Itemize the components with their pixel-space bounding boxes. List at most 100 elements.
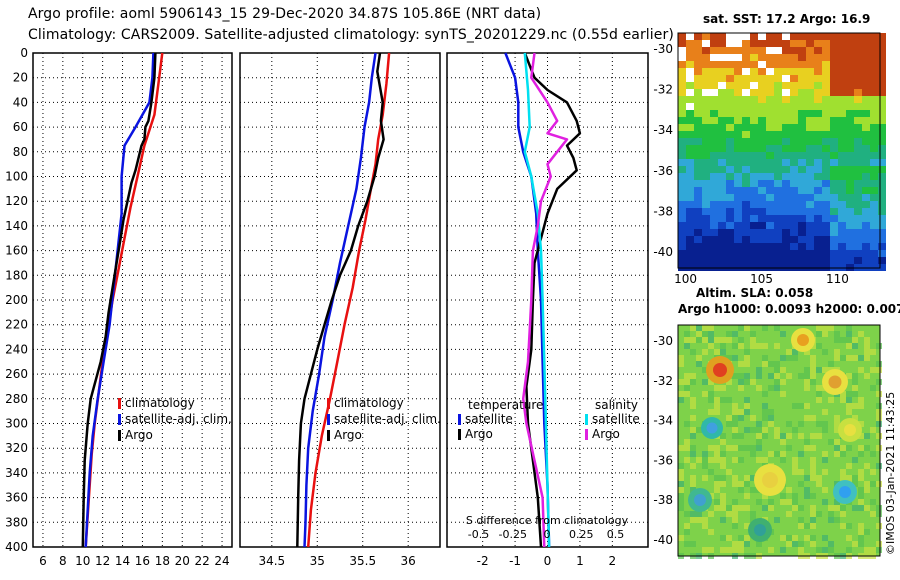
sst-cell xyxy=(814,131,822,138)
sla-cell xyxy=(720,385,726,391)
sst-cell xyxy=(734,229,742,236)
x-tick-label: 35.5 xyxy=(349,554,376,568)
sst-cell xyxy=(798,75,806,82)
sla-cell xyxy=(720,337,726,343)
sla-cell xyxy=(696,517,702,523)
sst-cell xyxy=(678,82,686,89)
sla-y-tick-label: -34 xyxy=(653,414,673,428)
sst-cell xyxy=(846,131,854,138)
sst-cell xyxy=(718,117,726,124)
sst-cell xyxy=(774,75,782,82)
sst-cell xyxy=(718,54,726,61)
sla-cell xyxy=(804,349,810,355)
sst-cell xyxy=(726,40,734,47)
sst-cell xyxy=(782,243,790,250)
sla-cell xyxy=(684,421,690,427)
sst-cell xyxy=(686,180,694,187)
sst-cell xyxy=(702,201,710,208)
depth-tick-label: 80 xyxy=(13,145,28,159)
sla-cell xyxy=(780,439,786,445)
sst-cell xyxy=(830,54,838,61)
legend-label: climatology xyxy=(125,396,195,410)
sst-cell xyxy=(710,243,718,250)
legend-label: satellite xyxy=(592,412,640,426)
sst-cell xyxy=(870,110,878,117)
sst-cell xyxy=(806,82,814,89)
sst-cell xyxy=(750,145,758,152)
sst-cell xyxy=(726,124,734,131)
sla-cell xyxy=(822,499,828,505)
sst-cell xyxy=(838,215,846,222)
sla-cell xyxy=(726,331,732,337)
sst-cell xyxy=(710,215,718,222)
sla-cell xyxy=(816,397,822,403)
sst-cell xyxy=(758,187,766,194)
sla-cell xyxy=(720,493,726,499)
sst-cell xyxy=(766,96,774,103)
sst-cell xyxy=(718,68,726,75)
sst-cell xyxy=(830,208,838,215)
sst-cell xyxy=(702,222,710,229)
sla-cell xyxy=(858,487,864,493)
sla-cell xyxy=(762,415,768,421)
sla-cell xyxy=(840,445,846,451)
sst-cell xyxy=(782,131,790,138)
sst-cell xyxy=(822,243,830,250)
sst-cell xyxy=(774,208,782,215)
sst-cell xyxy=(758,89,766,96)
sst-cell xyxy=(686,61,694,68)
sst-cell xyxy=(790,187,798,194)
sla-cell xyxy=(876,445,882,451)
sst-cell xyxy=(742,110,750,117)
sst-cell xyxy=(718,131,726,138)
sla-cell xyxy=(858,367,864,373)
sla-cell xyxy=(744,397,750,403)
sst-cell xyxy=(742,236,750,243)
sst-x-tick-label: 105 xyxy=(750,272,773,286)
sla-cell xyxy=(678,493,684,499)
sst-cell xyxy=(758,215,766,222)
sst-cell xyxy=(718,229,726,236)
sst-cell xyxy=(870,257,878,264)
sla-cell xyxy=(726,535,732,541)
sst-cell xyxy=(726,54,734,61)
sst-cell xyxy=(822,124,830,131)
x-tick-label: 16 xyxy=(135,554,150,568)
sst-cell xyxy=(766,54,774,61)
sst-cell xyxy=(774,124,782,131)
sla-cell xyxy=(744,481,750,487)
sla-cell xyxy=(720,535,726,541)
sla-cell xyxy=(780,451,786,457)
legend-label: Argo xyxy=(334,428,362,442)
sst-cell xyxy=(838,40,846,47)
sst-cell xyxy=(870,152,878,159)
sst-cell xyxy=(854,250,862,257)
sst-cell xyxy=(806,47,814,54)
sst-cell xyxy=(854,131,862,138)
sst-cell xyxy=(822,229,830,236)
sla-cell xyxy=(840,451,846,457)
sst-cell xyxy=(870,215,878,222)
sst-cell xyxy=(766,131,774,138)
sst-cell xyxy=(766,110,774,117)
legend-swatch xyxy=(118,414,121,425)
sst-cell xyxy=(694,75,702,82)
sla-cell xyxy=(690,475,696,481)
sst-cell xyxy=(870,68,878,75)
x-tick-label: 8 xyxy=(59,554,67,568)
sst-cell xyxy=(702,110,710,117)
sst-cell xyxy=(838,54,846,61)
sst-cell xyxy=(678,145,686,152)
sla-cell xyxy=(732,505,738,511)
depth-tick-label: 300 xyxy=(5,417,28,431)
x-tick-label: 22 xyxy=(195,554,210,568)
sst-cell xyxy=(870,173,878,180)
sst-cell xyxy=(686,54,694,61)
sst-cell xyxy=(790,166,798,173)
sst-cell xyxy=(766,117,774,124)
sla-cell xyxy=(834,517,840,523)
sla-cell xyxy=(750,475,756,481)
sst-cell xyxy=(766,187,774,194)
sst-cell xyxy=(838,61,846,68)
sst-cell xyxy=(702,89,710,96)
